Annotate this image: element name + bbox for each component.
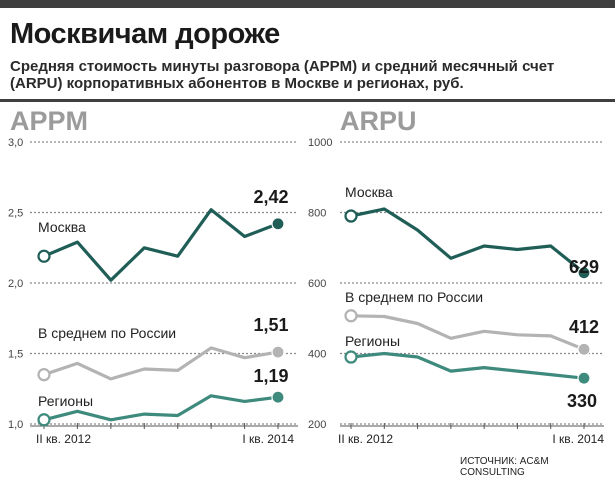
y-tick-label: 800 <box>308 208 326 220</box>
series-label: Регионы <box>38 393 93 409</box>
series-line <box>349 314 586 351</box>
series-label: Регионы <box>345 333 400 349</box>
top-bar <box>0 0 615 8</box>
chart-title: Москвичам дороже <box>10 18 280 50</box>
start-point <box>344 309 358 323</box>
end-point <box>271 217 285 231</box>
series-line <box>349 207 586 275</box>
y-tick-label: 400 <box>308 349 326 361</box>
series-label: В среднем по России <box>345 289 483 305</box>
series-line <box>42 208 280 282</box>
y-tick-label: 1,5 <box>8 349 23 361</box>
data-label: 1,51 <box>253 315 288 335</box>
end-point <box>271 345 285 359</box>
series-line <box>42 394 280 422</box>
end-point <box>271 390 285 404</box>
start-point <box>37 413 51 427</box>
series-label: Москва <box>38 219 86 235</box>
header-divider <box>0 99 615 102</box>
chart-subtitle: Средняя стоимость минуты разговора (APPM… <box>10 58 555 92</box>
start-point <box>37 249 51 263</box>
y-tick-label: 1,0 <box>8 419 23 431</box>
end-point <box>577 342 591 356</box>
end-point <box>577 266 591 280</box>
start-point <box>344 209 358 223</box>
y-tick-label: 200 <box>308 419 326 431</box>
data-label: 1,19 <box>253 366 288 386</box>
series-label: В среднем по России <box>38 325 176 341</box>
y-tick-label: 1000 <box>308 137 332 149</box>
data-label: 412 <box>569 317 599 337</box>
y-tick-label: 2,5 <box>8 208 23 220</box>
series-line <box>42 346 280 381</box>
y-tick-label: 3,0 <box>8 137 23 149</box>
data-label: 2,42 <box>253 187 288 207</box>
end-point <box>577 371 591 385</box>
start-point <box>344 350 358 364</box>
start-point <box>37 368 51 382</box>
series-label: Москва <box>345 184 393 200</box>
panel-title-appm: APPM <box>10 106 89 136</box>
x-tick-label: I кв. 2014 <box>242 432 294 446</box>
x-tick-label: I кв. 2014 <box>552 432 604 446</box>
y-tick-label: 600 <box>308 278 326 290</box>
panel-title-arpu: ARPU <box>340 106 417 136</box>
data-label: 330 <box>567 391 597 411</box>
data-label: 629 <box>569 257 599 277</box>
series-line <box>349 351 586 380</box>
x-tick-label: II кв. 2012 <box>36 432 91 446</box>
x-tick-label: II кв. 2012 <box>338 432 393 446</box>
y-tick-label: 2,0 <box>8 278 23 290</box>
source-note: ИСТОЧНИК: AC&M CONSULTING <box>460 456 549 478</box>
